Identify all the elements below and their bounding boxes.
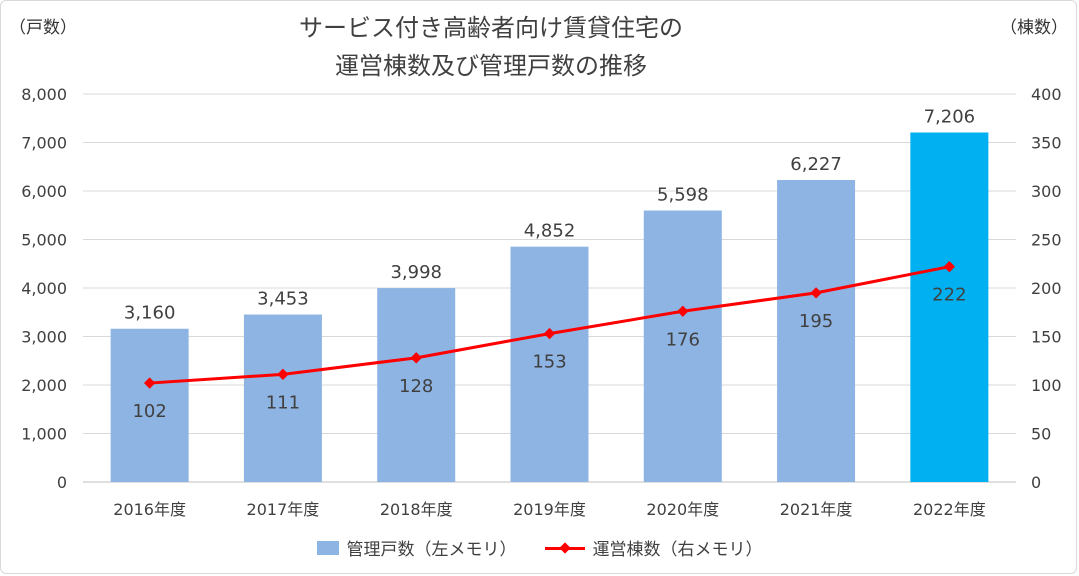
right-tick-label: 350 [1031,134,1062,153]
left-tick-label: 6,000 [21,182,67,201]
x-tick-label: 2017年度 [247,500,320,519]
bar [243,314,322,482]
line-point [543,327,556,340]
line-value-label: 195 [799,311,833,332]
legend: 管理戸数（左メモリ） 運営棟数（右メモリ） [1,535,1078,560]
right-tick-label: 300 [1031,182,1062,201]
line-point [143,377,156,389]
legend-swatch-line [544,541,585,555]
chart-title-line-2: 運営棟数及び管理戸数の推移 [335,52,647,80]
bar [377,288,456,482]
right-axis-unit: （棟数） [1000,18,1068,38]
bar [510,246,589,482]
line-point [410,352,422,364]
x-tick-label: 2018年度 [380,500,453,519]
right-tick-label: 200 [1031,279,1062,298]
legend-item-bar: 管理戸数（左メモリ） [316,535,517,560]
line-value-label: 222 [932,285,966,306]
x-tick-label: 2016年度 [113,500,186,519]
right-tick-label: 250 [1031,231,1062,250]
left-axis-unit: （戸数） [9,18,77,38]
line-point [277,368,289,380]
bar [777,179,856,483]
chart-title: サービス付き高齢者向け賃貸住宅の 運営棟数及び管理戸数の推移 [211,9,771,85]
line-value-label: 176 [666,329,700,350]
chart-title-line-1: サービス付き高齢者向け賃貸住宅の [299,14,683,42]
right-tick-label: 50 [1031,425,1051,444]
bar-value-label: 3,160 [124,303,176,324]
x-tick-label: 2020年度 [646,500,719,519]
right-tick-label: 0 [1031,473,1041,492]
right-tick-label: 100 [1031,376,1062,395]
bar-value-label: 3,453 [257,289,309,310]
left-tick-label: 5,000 [21,231,67,250]
x-tick-label: 2022年度 [913,500,986,519]
line-point [943,261,956,273]
line-point [810,287,822,299]
left-tick-label: 7,000 [21,134,67,153]
line-point [677,305,689,317]
bar-value-label: 6,227 [790,154,842,175]
left-tick-label: 3,000 [21,328,67,347]
legend-item-line: 運営棟数（右メモリ） [544,535,763,560]
bar-value-label: 3,998 [390,262,442,283]
legend-label-bar: 管理戸数（左メモリ） [346,540,517,560]
left-tick-label: 0 [57,473,67,492]
left-tick-label: 4,000 [21,279,67,298]
right-tick-label: 400 [1031,85,1062,104]
bar [910,132,989,482]
bar [110,328,189,482]
line-value-label: 102 [132,401,166,422]
bar-value-label: 5,598 [657,184,709,205]
legend-swatch-bar [316,540,339,555]
line-value-label: 128 [399,376,433,397]
bar-value-label: 4,852 [524,221,576,242]
left-tick-label: 1,000 [21,425,67,444]
bar-value-label: 7,206 [924,107,976,128]
left-tick-label: 2,000 [21,376,67,395]
right-tick-label: 150 [1031,328,1062,347]
x-tick-label: 2021年度 [780,500,853,519]
left-tick-label: 8,000 [21,85,67,104]
x-tick-label: 2019年度 [513,500,586,519]
bar [643,210,722,482]
line-value-label: 153 [532,352,566,373]
line-value-label: 111 [266,392,300,413]
legend-label-line: 運営棟数（右メモリ） [592,540,763,560]
